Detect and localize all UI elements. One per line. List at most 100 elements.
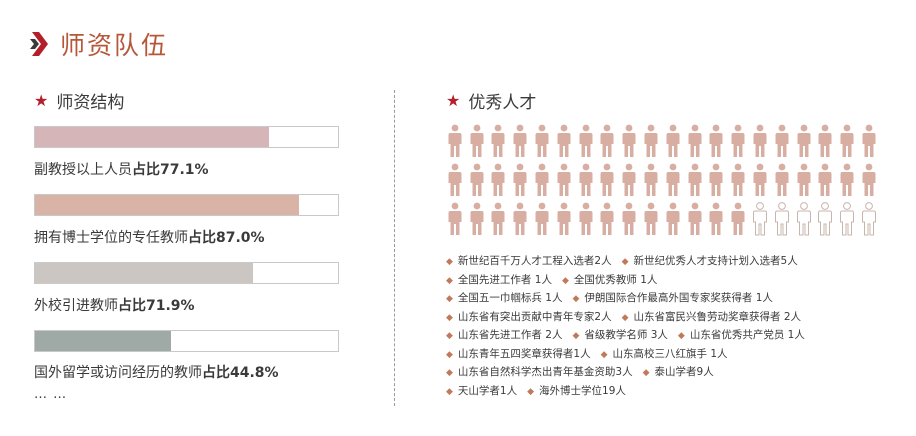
- person-outline-icon: [793, 202, 815, 236]
- person-icon: [662, 202, 684, 236]
- bar-caption: 国外留学或访问经历的教师占比44.8%: [34, 362, 279, 382]
- structure-section-title: ★ 师资结构: [34, 88, 124, 113]
- person-icon: [640, 124, 662, 158]
- person-icon: [618, 124, 640, 158]
- person-icon: [597, 124, 619, 158]
- diamond-bullet-icon: ◆: [572, 331, 580, 341]
- person-icon: [575, 202, 597, 236]
- person-icon: [466, 163, 488, 197]
- person-icon: [727, 163, 749, 197]
- person-icon: [815, 163, 837, 197]
- chevron-right-icon: [30, 32, 48, 56]
- person-icon: [618, 163, 640, 197]
- award-text: 省级教学名师 3人: [584, 329, 668, 341]
- person-icon: [815, 124, 837, 158]
- person-icon: [575, 124, 597, 158]
- award-text: 泰山学者9人: [654, 366, 714, 378]
- bar-caption: 副教授以上人员占比77.1%: [34, 159, 209, 179]
- person-icon: [531, 202, 553, 236]
- diamond-bullet-icon: ◆: [446, 294, 453, 304]
- award-item: ◆ 山东省先进工作者 2人: [446, 329, 562, 341]
- person-icon: [836, 124, 858, 158]
- award-item: ◆ 新世纪百千万人才工程入选者2人: [446, 255, 612, 267]
- award-item: ◆ 山东青年五四奖章获得者1人: [446, 348, 591, 360]
- person-icon: [575, 163, 597, 197]
- person-icon: [553, 163, 575, 197]
- person-icon: [706, 202, 728, 236]
- diamond-bullet-icon: ◆: [446, 368, 453, 378]
- bar-caption: 外校引进教师占比71.9%: [34, 295, 195, 315]
- award-item: ◆ 海外博士学位19人: [527, 385, 626, 397]
- person-icon: [444, 163, 466, 197]
- award-text: 伊朗国际合作最高外国专家奖获得者 1人: [584, 292, 773, 304]
- person-icon: [793, 163, 815, 197]
- award-line: ◆ 山东青年五四奖章获得者1人 ◆ 山东高校三八红旗手 1人: [446, 345, 866, 364]
- person-icon: [684, 202, 706, 236]
- award-line: ◆ 天山学者1人 ◆ 海外博士学位19人: [446, 382, 866, 401]
- award-item: ◆ 泰山学者9人: [643, 366, 714, 378]
- person-icon: [531, 124, 553, 158]
- person-icon: [466, 124, 488, 158]
- bar-label: 国外留学或访问经历的教师: [34, 365, 202, 381]
- talent-section-title: ★ 优秀人才: [446, 88, 536, 113]
- award-text: 全国先进工作者 1人: [457, 273, 552, 286]
- person-icon: [509, 202, 531, 236]
- award-line: ◆ 山东省有突出贡献中青年专家2人 ◆ 山东省富民兴鲁劳动奖章获得者 2人: [446, 308, 866, 327]
- bar-ratio: 占比44.8%: [202, 365, 279, 381]
- diamond-bullet-icon: ◆: [446, 275, 453, 286]
- person-outline-icon: [771, 202, 793, 236]
- person-icon: [488, 163, 510, 197]
- diamond-bullet-icon: ◆: [621, 312, 629, 323]
- award-item: ◆ 山东省富民兴鲁劳动奖章获得者 2人: [622, 311, 801, 323]
- more-ellipsis: … …: [34, 387, 68, 402]
- bar-label: 副教授以上人员: [34, 162, 132, 178]
- progress-bar: [34, 330, 339, 352]
- diamond-bullet-icon: ◆: [677, 331, 685, 341]
- award-text: 山东青年五四奖章获得者1人: [457, 347, 591, 360]
- person-icon: [662, 124, 684, 158]
- diamond-bullet-icon: ◆: [561, 275, 569, 286]
- diamond-bullet-icon: ◆: [527, 386, 535, 397]
- award-item: ◆ 全国五一巾帼标兵 1人: [446, 292, 562, 304]
- diamond-bullet-icon: ◆: [446, 349, 453, 360]
- person-icon: [509, 163, 531, 197]
- progress-bar-fill: [35, 331, 171, 351]
- person-icon: [684, 124, 706, 158]
- bar-label: 拥有博士学位的专任教师: [34, 230, 188, 246]
- award-text: 全国优秀教师 1人: [573, 273, 658, 286]
- diamond-bullet-icon: ◆: [642, 368, 650, 378]
- diamond-bullet-icon: ◆: [600, 349, 608, 360]
- person-icon: [727, 124, 749, 158]
- diamond-bullet-icon: ◆: [572, 294, 580, 304]
- award-item: ◆ 山东省自然科学杰出青年基金资助3人: [446, 366, 633, 378]
- bar-ratio: 占比77.1%: [132, 162, 209, 178]
- bar-ratio: 占比87.0%: [188, 230, 265, 246]
- person-icon: [531, 163, 553, 197]
- award-text: 山东省富民兴鲁劳动奖章获得者 2人: [633, 310, 802, 323]
- person-icon: [640, 163, 662, 197]
- person-icon: [466, 202, 488, 236]
- diamond-bullet-icon: ◆: [446, 312, 453, 323]
- award-text: 山东省优秀共产党员 1人: [689, 329, 805, 341]
- person-icon: [444, 202, 466, 236]
- progress-bar: [34, 194, 339, 216]
- diamond-bullet-icon: ◆: [446, 331, 453, 341]
- award-line: ◆ 山东省先进工作者 2人 ◆ 省级教学名师 3人 ◆ 山东省优秀共产党员 1人: [446, 326, 866, 345]
- award-line: ◆ 山东省自然科学杰出青年基金资助3人 ◆ 泰山学者9人: [446, 363, 866, 382]
- progress-bar-fill: [35, 127, 269, 147]
- talent-title: 优秀人才: [468, 93, 537, 113]
- award-text: 山东高校三八红旗手 1人: [612, 347, 728, 360]
- person-icon: [597, 202, 619, 236]
- person-icon: [706, 163, 728, 197]
- person-outline-icon: [749, 202, 771, 236]
- person-icon: [836, 163, 858, 197]
- award-item: ◆ 省级教学名师 3人: [572, 329, 667, 341]
- person-icon: [488, 202, 510, 236]
- progress-bar: [34, 126, 339, 148]
- award-list: ◆ 新世纪百千万人才工程入选者2人 ◆ 新世纪优秀人才支持计划入选者5人 ◆ 全国先进工作…: [446, 252, 866, 400]
- person-icon: [706, 124, 728, 158]
- award-text: 全国五一巾帼标兵 1人: [457, 292, 563, 304]
- award-text: 新世纪优秀人才支持计划入选者5人: [633, 255, 798, 267]
- people-icon-grid: [444, 124, 884, 241]
- person-icon: [597, 163, 619, 197]
